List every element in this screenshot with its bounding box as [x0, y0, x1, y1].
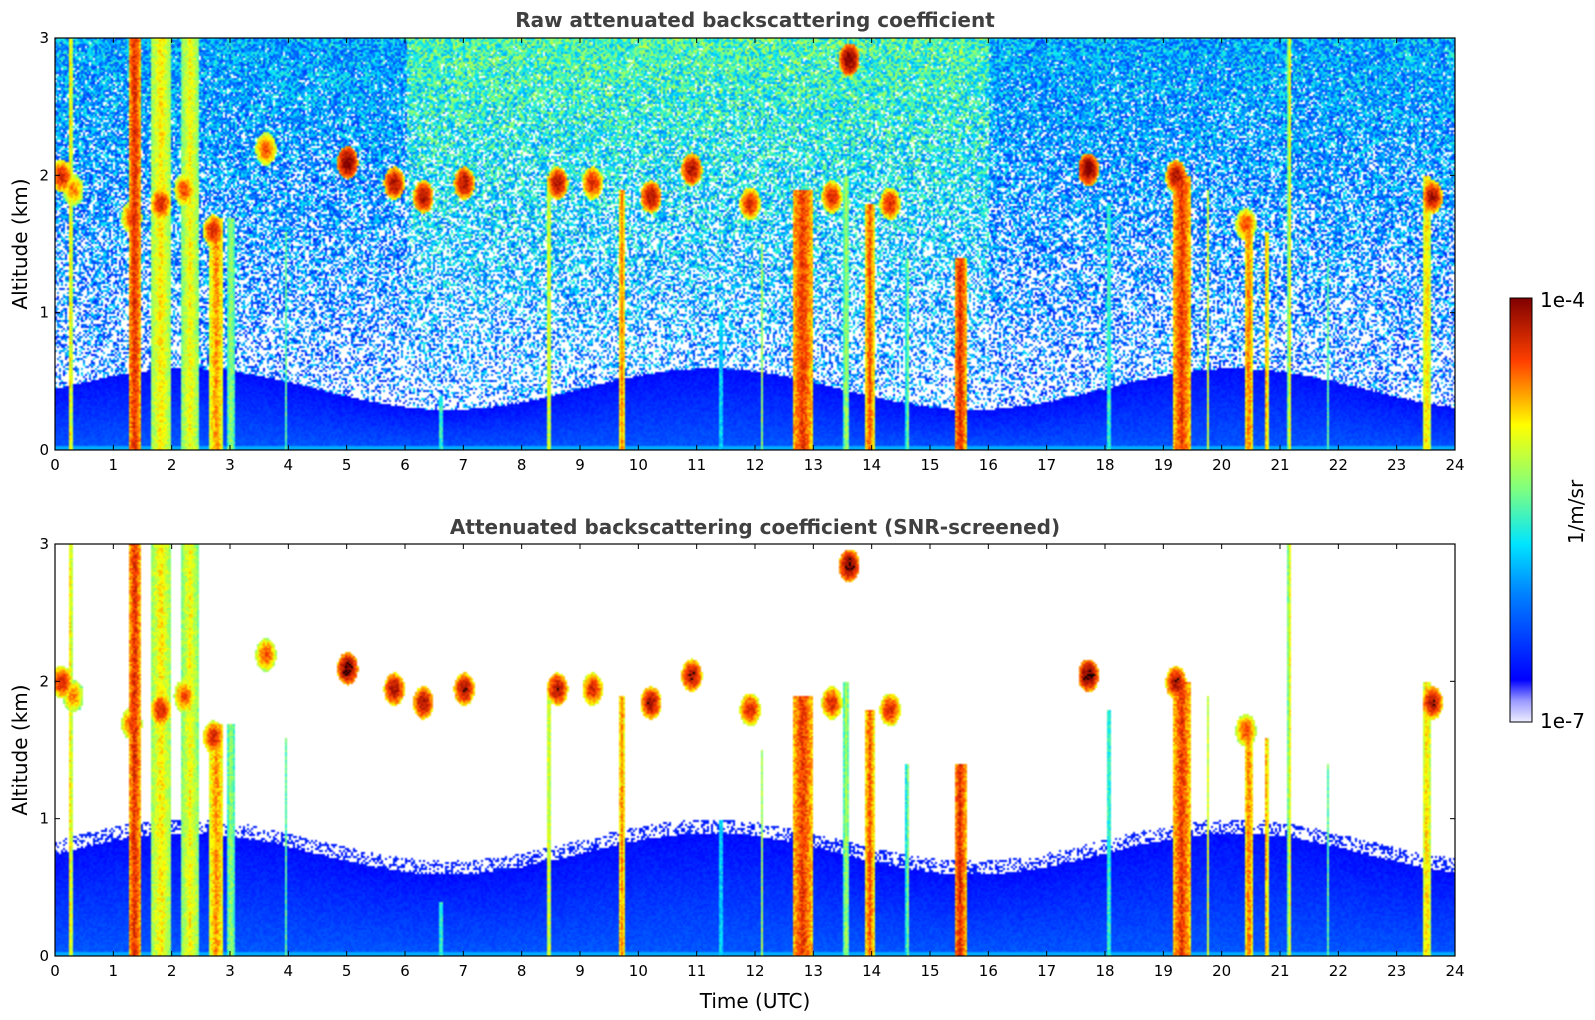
panel-raw-x-ticks: 0 1 2 3 4 5 6 7 8 9 10 11 12 13 14 15 16 17 18 19 20 21 22 23 24	[50, 38, 1465, 474]
x-tick-label: 9	[575, 456, 585, 474]
x-tick-label: 21	[1270, 962, 1289, 980]
y-tick-label: 0	[39, 947, 49, 965]
heatmap-screened-image	[55, 544, 1455, 956]
panel-screened-xlabel: Time (UTC)	[699, 989, 811, 1013]
x-tick-label: 21	[1270, 456, 1289, 474]
heatmap-raw	[55, 38, 1455, 450]
panel-screened: Attenuated backscattering coefficient (S…	[8, 515, 1465, 1013]
y-tick-label: 0	[39, 441, 49, 459]
colorbar-gradient	[1509, 297, 1533, 723]
x-tick-label: 18	[1095, 456, 1114, 474]
x-tick-label: 0	[50, 962, 60, 980]
colorbar: 1e-4 1e-7 1/m/sr	[1509, 288, 1588, 733]
x-tick-label: 14	[862, 456, 881, 474]
y-tick-label: 3	[39, 29, 49, 47]
x-tick-label: 16	[979, 456, 998, 474]
x-tick-label: 13	[804, 456, 823, 474]
x-tick-label: 11	[687, 962, 706, 980]
y-tick-label: 1	[39, 810, 49, 828]
x-tick-label: 23	[1387, 962, 1406, 980]
x-tick-label: 8	[517, 962, 527, 980]
x-tick-label: 22	[1329, 962, 1348, 980]
x-tick-label: 3	[225, 456, 235, 474]
x-tick-label: 18	[1095, 962, 1114, 980]
x-tick-label: 16	[979, 962, 998, 980]
x-tick-label: 20	[1212, 962, 1231, 980]
x-tick-label: 2	[167, 456, 177, 474]
x-tick-label: 20	[1212, 456, 1231, 474]
colorbar-max-label: 1e-4	[1540, 288, 1585, 312]
x-tick-label: 6	[400, 456, 410, 474]
x-tick-label: 19	[1154, 962, 1173, 980]
x-tick-label: 24	[1445, 456, 1464, 474]
x-tick-label: 12	[745, 962, 764, 980]
x-tick-label: 19	[1154, 456, 1173, 474]
heatmap-screened	[55, 544, 1455, 956]
y-tick-label: 1	[39, 304, 49, 322]
x-tick-label: 17	[1037, 456, 1056, 474]
x-tick-label: 10	[629, 962, 648, 980]
y-tick-label: 3	[39, 535, 49, 553]
x-tick-label: 1	[109, 962, 119, 980]
x-tick-label: 6	[400, 962, 410, 980]
x-tick-label: 4	[284, 962, 294, 980]
y-tick-label: 2	[39, 166, 49, 184]
x-tick-label: 0	[50, 456, 60, 474]
x-tick-label: 9	[575, 962, 585, 980]
x-tick-label: 4	[284, 456, 294, 474]
panel-screened-y-ticks: 0 1 2 3	[39, 535, 1455, 965]
x-tick-label: 12	[745, 456, 764, 474]
panel-screened-x-ticks: 0 1 2 3 4 5 6 7 8 9 10 11 12 13 14 15 16 17 18 19 20 21 22 23 24	[50, 544, 1465, 980]
x-tick-label: 2	[167, 962, 177, 980]
x-tick-label: 7	[459, 456, 469, 474]
x-tick-label: 11	[687, 456, 706, 474]
x-tick-label: 5	[342, 962, 352, 980]
x-tick-label: 17	[1037, 962, 1056, 980]
heatmap-raw-image	[55, 38, 1455, 450]
x-tick-label: 15	[920, 962, 939, 980]
panel-raw-title: Raw attenuated backscattering coefficien…	[515, 8, 995, 32]
x-tick-label: 1	[109, 456, 119, 474]
x-tick-label: 23	[1387, 456, 1406, 474]
panel-raw: Raw attenuated backscattering coefficien…	[8, 8, 1465, 474]
y-tick-label: 2	[39, 672, 49, 690]
panel-screened-title: Attenuated backscattering coefficient (S…	[450, 515, 1060, 539]
x-tick-label: 8	[517, 456, 527, 474]
panel-screened-ylabel: Altitude (km)	[8, 684, 32, 815]
x-tick-label: 14	[862, 962, 881, 980]
panel-raw-y-ticks: 0 1 2 3	[39, 29, 1455, 459]
x-tick-label: 7	[459, 962, 469, 980]
x-tick-label: 13	[804, 962, 823, 980]
colorbar-unit-label: 1/m/sr	[1564, 479, 1588, 544]
x-tick-label: 10	[629, 456, 648, 474]
colorbar-min-label: 1e-7	[1540, 709, 1585, 733]
x-tick-label: 5	[342, 456, 352, 474]
x-tick-label: 24	[1445, 962, 1464, 980]
x-tick-label: 3	[225, 962, 235, 980]
panel-raw-ylabel: Altitude (km)	[8, 178, 32, 309]
x-tick-label: 22	[1329, 456, 1348, 474]
x-tick-label: 15	[920, 456, 939, 474]
